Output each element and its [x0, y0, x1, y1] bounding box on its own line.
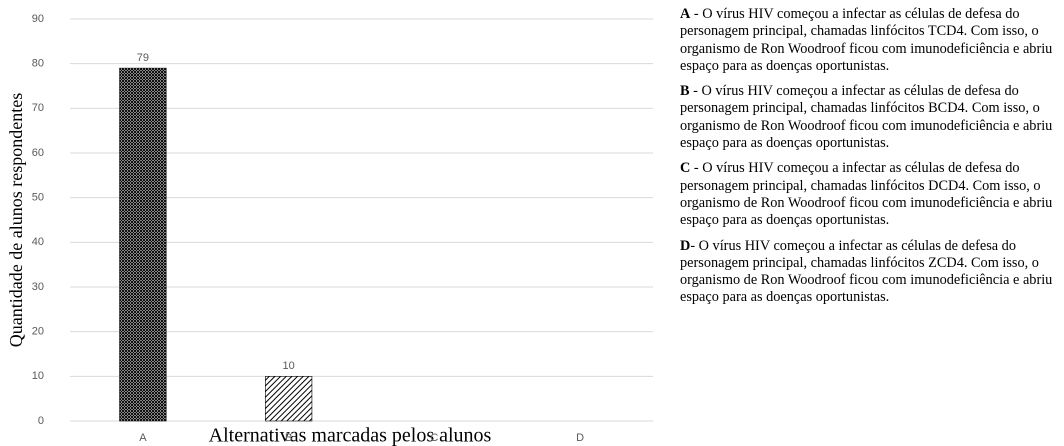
- note: D- O vírus HIV começou a infectar as cél…: [680, 238, 1064, 307]
- data-label: 79: [137, 52, 149, 64]
- y-tick-label: 10: [32, 370, 44, 382]
- y-tick-label: 50: [32, 192, 44, 204]
- x-tick-label: D: [576, 432, 584, 444]
- x-tick-label: A: [139, 432, 147, 444]
- chart: Alternativas marcadas pelos alunos Quant…: [6, 13, 653, 446]
- note: C - O vírus HIV começou a infectar as cé…: [680, 160, 1064, 229]
- x-tick-label: C: [430, 432, 438, 444]
- y-axis-title: Quantidade de alunos respondentes: [6, 93, 26, 347]
- y-tick-label: 70: [32, 102, 44, 114]
- note-text: - O vírus HIV começou a infectar as célu…: [680, 6, 1053, 74]
- y-tick-label: 40: [32, 236, 44, 248]
- note-text: - O vírus HIV começou a infectar as célu…: [680, 237, 1053, 306]
- note-letter: A: [680, 6, 691, 22]
- note: A - O vírus HIV começou a infectar as cé…: [680, 6, 1064, 75]
- y-tick-label: 0: [38, 415, 44, 427]
- bar: [265, 376, 313, 422]
- note-letter: B: [680, 83, 690, 100]
- note-letter: C: [680, 160, 691, 177]
- note-text: - O vírus HIV começou a infectar as célu…: [680, 83, 1053, 152]
- bar: [119, 67, 167, 422]
- x-axis-title: Alternativas marcadas pelos alunos: [209, 425, 492, 446]
- y-tick-label: 30: [32, 281, 44, 293]
- y-tick-label: 60: [32, 147, 44, 159]
- note: B - O vírus HIV começou a infectar as cé…: [680, 83, 1064, 152]
- x-tick-label: B: [285, 432, 292, 444]
- note-letter: D: [680, 237, 691, 254]
- notes: A - O vírus HIV começou a infectar as cé…: [680, 6, 1064, 315]
- y-tick-label: 90: [32, 13, 44, 25]
- y-tick-label: 20: [32, 326, 44, 338]
- data-label: 10: [283, 360, 295, 372]
- y-tick-label: 80: [32, 58, 44, 70]
- note-text: - O vírus HIV começou a infectar as célu…: [680, 160, 1053, 229]
